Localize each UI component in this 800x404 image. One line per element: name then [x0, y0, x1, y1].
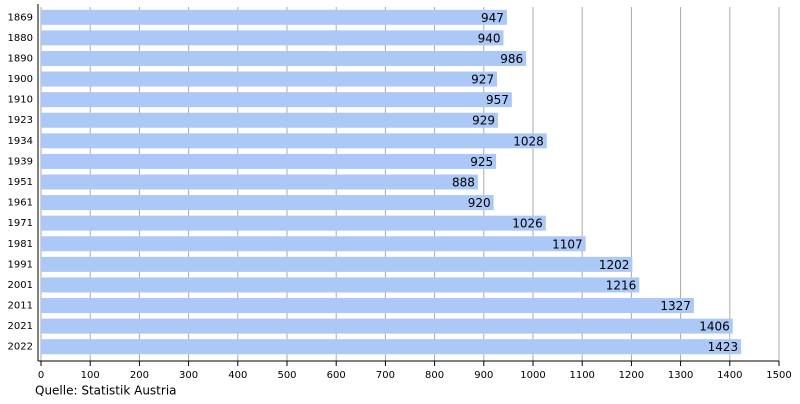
y-tick-label: 1900	[8, 74, 33, 85]
bar	[41, 153, 497, 169]
y-tick-label: 1934	[8, 136, 33, 147]
value-label: 957	[486, 93, 509, 107]
value-label: 1026	[512, 217, 543, 231]
bar	[41, 339, 742, 355]
x-tick-label: 500	[277, 370, 296, 381]
y-tick-label: 2021	[8, 321, 33, 332]
y-tick-label: 1910	[8, 95, 33, 106]
y-tick-label: 2022	[8, 342, 33, 353]
y-tick-label: 1923	[8, 115, 33, 126]
x-tick-label: 700	[376, 370, 395, 381]
bar	[41, 277, 640, 293]
x-tick-label: 1000	[520, 370, 545, 381]
x-tick-label: 0	[38, 370, 44, 381]
x-tick-label: 400	[228, 370, 247, 381]
x-tick-label: 600	[327, 370, 346, 381]
bar	[41, 318, 733, 334]
value-label: 1406	[699, 320, 730, 334]
source-note: Quelle: Statistik Austria	[35, 384, 177, 398]
y-tick-label: 1880	[8, 33, 33, 44]
y-tick-label: 1951	[8, 177, 33, 188]
bar	[41, 71, 498, 87]
value-label: 1216	[606, 278, 637, 292]
bar	[41, 112, 499, 128]
y-tick-label: 1939	[8, 156, 33, 167]
x-tick-label: 900	[474, 370, 493, 381]
bar	[41, 9, 507, 25]
x-tick-label: 1100	[569, 370, 594, 381]
value-label: 986	[500, 52, 523, 66]
y-tick-label: 1981	[8, 239, 33, 250]
y-tick-label: 1890	[8, 53, 33, 64]
y-tick-label: 1991	[8, 259, 33, 270]
value-label: 925	[470, 155, 493, 169]
y-tick-label: 1961	[8, 198, 33, 209]
bar	[41, 195, 494, 211]
y-tick-label: 2011	[8, 301, 33, 312]
bar	[41, 256, 633, 272]
value-label: 1028	[513, 134, 544, 148]
y-tick-label: 2001	[8, 280, 33, 291]
bar	[41, 236, 586, 252]
bar	[41, 92, 512, 108]
x-tick-label: 1500	[766, 370, 791, 381]
y-tick-label: 1869	[8, 12, 33, 23]
x-tick-label: 300	[179, 370, 198, 381]
value-label: 929	[472, 114, 495, 128]
x-tick-label: 800	[425, 370, 444, 381]
bar	[41, 30, 504, 46]
bar	[41, 298, 694, 314]
bar	[41, 174, 478, 190]
value-label: 920	[468, 196, 491, 210]
value-label: 947	[481, 11, 504, 25]
value-label: 1107	[552, 237, 583, 251]
bar	[41, 215, 546, 231]
x-tick-label: 200	[130, 370, 149, 381]
value-label: 927	[471, 73, 494, 87]
value-label: 1202	[599, 258, 630, 272]
bar	[41, 50, 527, 66]
y-tick-label: 1971	[8, 218, 33, 229]
x-tick-label: 100	[81, 370, 100, 381]
value-label: 940	[478, 31, 501, 45]
bar	[41, 133, 547, 149]
x-tick-label: 1200	[619, 370, 644, 381]
x-tick-label: 1300	[668, 370, 693, 381]
value-label: 888	[452, 176, 475, 190]
value-label: 1327	[660, 299, 691, 313]
x-tick-label: 1400	[717, 370, 742, 381]
value-label: 1423	[708, 340, 739, 354]
